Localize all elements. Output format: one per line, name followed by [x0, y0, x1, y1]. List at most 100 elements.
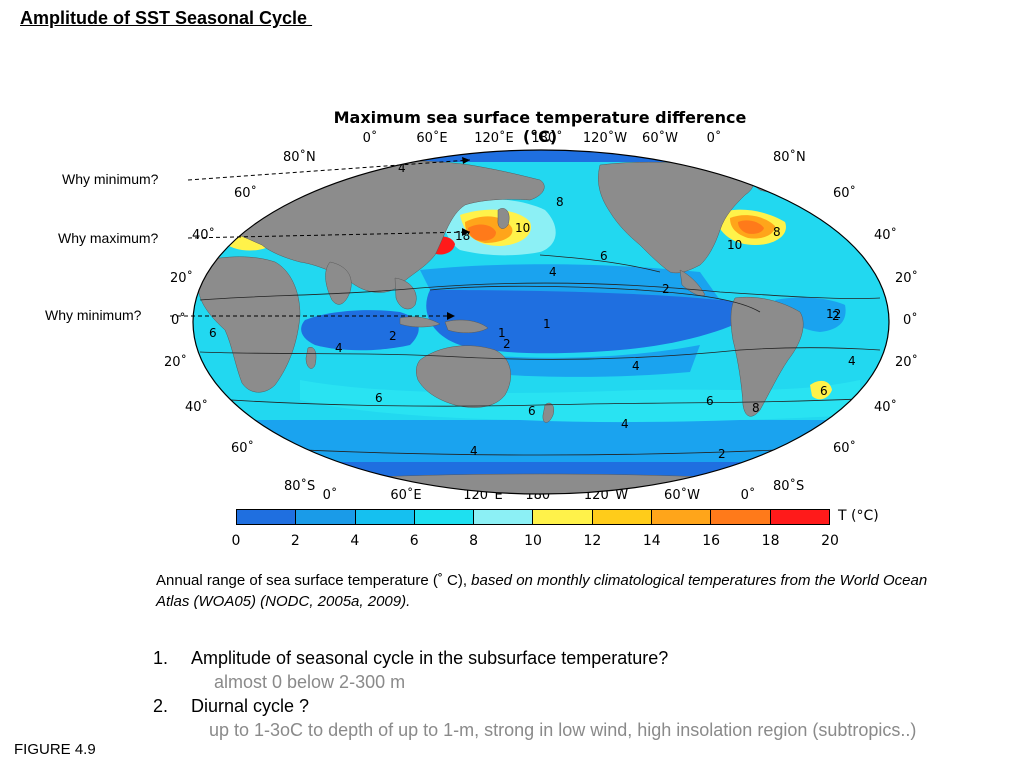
- contour-label: 4: [398, 161, 406, 175]
- lat-label-right-80s: 80˚S: [773, 479, 805, 494]
- lon-label-top-60w: 60˚W: [642, 131, 678, 146]
- contour-label: 6: [706, 394, 714, 408]
- lat-label-left-40n: 40˚: [192, 228, 216, 243]
- colorbar-tick-label: 4: [350, 533, 360, 549]
- nw-atlantic-16-18: [738, 220, 764, 234]
- colorbar-segment: [237, 510, 297, 524]
- lat-label-right-20n: 20˚: [895, 271, 919, 286]
- colorbar-tick-label: 14: [642, 533, 661, 549]
- indochina: [394, 277, 417, 310]
- lat-label-left-60n: 60˚: [234, 186, 258, 201]
- new-guinea: [444, 319, 489, 333]
- callout-why-maximum: Why maximum?: [58, 230, 159, 246]
- colorbar-segment: [533, 510, 593, 524]
- question-2-text: Diurnal cycle ?: [191, 696, 310, 716]
- colorbar-tick-label: 0: [231, 533, 241, 549]
- colorbar-segment: [414, 510, 475, 524]
- africa: [197, 256, 301, 393]
- lon-label-bottom-0: 0˚: [322, 488, 338, 503]
- colorbar-segment: [355, 510, 415, 524]
- tropical-band-north: [420, 264, 720, 300]
- contour-line: [429, 285, 761, 313]
- contour-label: 4: [621, 417, 629, 431]
- contour-label: 8: [773, 225, 781, 239]
- contour-label: 6: [209, 326, 217, 340]
- question-2-number: 2.: [153, 696, 169, 716]
- lon-label-bottom-60w: 60˚W: [664, 488, 700, 503]
- colorbar-tick-label: 2: [290, 533, 300, 549]
- contour-label: 2: [832, 309, 840, 323]
- antarctica: [193, 473, 889, 494]
- question-1-text: Amplitude of seasonal cycle in the subsu…: [191, 648, 669, 668]
- lon-label-top-120w: 120˚W: [582, 131, 628, 146]
- colorbar-segment: [770, 510, 829, 524]
- lon-label-top-180: 180˚: [531, 131, 563, 146]
- arctic-band: [193, 150, 889, 162]
- lat-label-left-60s: 60˚: [231, 441, 255, 456]
- lat-label-right-0: 0˚: [903, 313, 918, 328]
- lat-label-left-20n: 20˚: [170, 271, 194, 286]
- contour-line: [199, 397, 881, 407]
- contour-label: 6: [600, 249, 608, 263]
- colorbar-tick-label: 8: [469, 533, 479, 549]
- colorbar-tick-label: 12: [583, 533, 602, 549]
- lat-label-right-40n: 40˚: [874, 228, 898, 243]
- slide-title: Amplitude of SST Seasonal Cycle: [20, 8, 313, 28]
- figure-caption: Annual range of sea surface temperature …: [156, 570, 956, 612]
- contour-label: 2: [662, 282, 670, 296]
- contour-label: 2: [389, 329, 397, 343]
- colorbar-segment: [711, 510, 771, 524]
- lat-label-right-60s: 60˚: [833, 441, 857, 456]
- lat-label-left-40s: 40˚: [185, 400, 209, 415]
- contour-label: 4: [470, 444, 478, 458]
- contour-label: 6: [375, 391, 383, 405]
- lat-label-right-80n: 80˚N: [773, 150, 806, 165]
- contour-label: 2: [503, 337, 511, 351]
- question-1-answer: almost 0 below 2-300 m: [214, 672, 406, 692]
- contour-label: 10: [515, 221, 530, 235]
- question-1-number: 1.: [153, 648, 169, 668]
- lon-label-top-60e: 60˚E: [416, 131, 448, 146]
- lat-label-right-40s: 40˚: [874, 400, 898, 415]
- new-zealand: [542, 402, 554, 423]
- japan: [497, 208, 510, 229]
- nw-pacific-16-18: [468, 224, 496, 241]
- contour-label: 8: [752, 401, 760, 415]
- atlantic-equatorial: [775, 297, 846, 332]
- lat-label-left-80s: 80˚S: [284, 479, 316, 494]
- lon-label-bottom-60e: 60˚E: [390, 488, 422, 503]
- lat-label-left-20s: 20˚: [164, 355, 188, 370]
- lat-label-right-20s: 20˚: [895, 355, 919, 370]
- arrowhead-3: [447, 312, 455, 320]
- colorbar-tick-label: 20: [821, 533, 839, 549]
- contour-label: 10: [727, 238, 742, 252]
- contour-label: 2: [718, 447, 726, 461]
- map-field: 4 8 10 6 4 2 18 10 8 6 2 1 2 1 2 6 4 4 4…: [193, 150, 889, 494]
- contour-label: 4: [335, 341, 343, 355]
- lat-label-right-60n: 60˚: [833, 186, 857, 201]
- contour-line: [209, 444, 871, 456]
- australia: [416, 345, 511, 408]
- contour-label: 12: [826, 307, 841, 321]
- colorbar-segment: [592, 510, 653, 524]
- contour-label: 4: [853, 409, 861, 423]
- lon-label-top-0-right: 0˚: [706, 131, 722, 146]
- pacific-equatorial-minimum: [426, 286, 760, 354]
- contour-label: 6: [820, 384, 828, 398]
- colorbar-segment: [474, 510, 534, 524]
- contour-label: 4: [549, 265, 557, 279]
- callout-why-minimum-equator: Why minimum?: [45, 307, 142, 323]
- callout-why-minimum-arctic: Why minimum?: [62, 171, 159, 187]
- contour-labels: 4 8 10 6 4 2 18 10 8 6 2 1 2 1 2 6 4 4 4…: [209, 161, 861, 461]
- callout-arrowheads: [447, 157, 470, 320]
- contour-label: 8: [556, 195, 564, 209]
- indian-ocean-minimum: [301, 310, 419, 351]
- callout-arrow-2: [187, 231, 471, 239]
- indonesia-west: [399, 316, 441, 328]
- colorbar-tick-label: 16: [702, 533, 721, 549]
- madagascar: [305, 347, 317, 369]
- contour-line: [199, 347, 881, 360]
- colorbar-tick-label: 18: [761, 533, 780, 549]
- colorbar-tick-label: 6: [409, 533, 419, 549]
